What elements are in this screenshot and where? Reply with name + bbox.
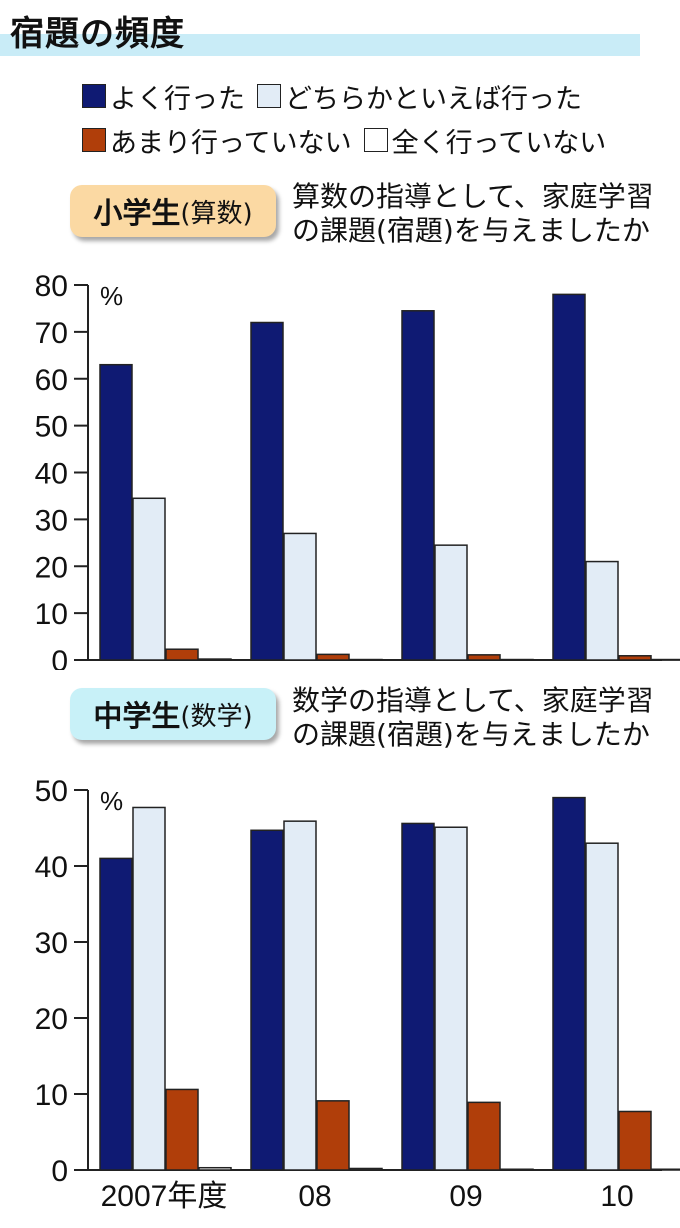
bar-rarely-1: [316, 653, 350, 661]
bar-rarely-1: [316, 1100, 350, 1171]
y-unit-label: %: [100, 786, 123, 816]
bar-never-1: [349, 658, 383, 661]
y-unit-label: %: [100, 281, 123, 311]
y-tick-label: 10: [35, 598, 68, 631]
bar-somewhat-2: [434, 826, 468, 1171]
junior-high-question-line-1: 数学の指導として、家庭学習: [292, 684, 654, 717]
junior-high-bar-chart: 0 10 20 30 40 50 % 2007年度 08 09 10: [35, 775, 680, 1213]
y-tick-label: 60: [35, 364, 68, 397]
y-tick-label: 10: [35, 1079, 68, 1112]
elementary-pill-sub: (算数): [180, 198, 253, 229]
bar-somewhat-2: [434, 544, 468, 661]
x-category-label: 08: [298, 1180, 331, 1213]
elementary-pill: 小学生 (算数): [70, 185, 276, 237]
x-category-label: 2007年度: [101, 1180, 228, 1213]
legend-swatch-somewhat: [257, 84, 281, 108]
bar-somewhat-0: [132, 497, 166, 661]
bar-somewhat-3: [585, 842, 619, 1171]
junior-high-pill-sub: (数学): [180, 701, 253, 732]
page-title: 宿題の頻度: [10, 14, 185, 54]
bar-rarely-0: [165, 648, 199, 661]
y-tick-label: 20: [35, 1003, 68, 1036]
bar-often-1: [250, 829, 284, 1171]
junior-high-pill-main: 中学生: [93, 699, 181, 733]
elementary-question-line-2: の課題(宿題)を与えましたか: [292, 214, 650, 247]
y-tick-label: 0: [51, 645, 68, 670]
y-tick-label: 40: [35, 851, 68, 884]
bar-rarely-3: [618, 655, 652, 661]
bar-often-1: [250, 321, 284, 661]
y-tick-label: 50: [35, 411, 68, 444]
y-tick-label: 0: [51, 1155, 68, 1188]
junior-high-pill: 中学生 (数学): [70, 688, 276, 740]
bar-never-2: [500, 658, 534, 661]
bar-somewhat-3: [585, 560, 619, 661]
title-band: [0, 34, 640, 56]
legend-row-1: よく行った どちらかといえば行った: [82, 74, 672, 118]
bar-never-0: [198, 658, 232, 661]
legend-swatch-often: [82, 84, 106, 108]
bar-often-3: [552, 293, 586, 661]
legend-label-somewhat: どちらかといえば行った: [285, 83, 582, 115]
elementary-question: 算数の指導として、家庭学習 の課題(宿題)を与えましたか: [292, 180, 677, 248]
y-tick-label: 70: [35, 317, 68, 350]
bar-never-3: [651, 658, 680, 661]
legend-label-rarely: あまり行っていない: [110, 127, 352, 159]
y-tick-label: 80: [35, 270, 68, 303]
legend-row-2: あまり行っていない 全く行っていない: [82, 118, 672, 162]
legend-item-rarely: あまり行っていない: [82, 121, 352, 160]
legend-label-often: よく行った: [110, 83, 245, 115]
elementary-bar-chart: 0 10 20 30 40 50 60 70 80%: [35, 270, 680, 670]
legend-label-never: 全く行っていない: [391, 127, 607, 159]
y-tick-label: 30: [35, 504, 68, 537]
bar-rarely-2: [467, 654, 501, 661]
legend-swatch-rarely: [82, 128, 106, 152]
x-category-label: 10: [600, 1180, 633, 1213]
bar-never-1: [349, 1167, 383, 1171]
y-tick-label: 20: [35, 551, 68, 584]
bar-never-3: [651, 1168, 680, 1171]
y-tick-label: 40: [35, 458, 68, 491]
bar-rarely-2: [467, 1101, 501, 1171]
legend-item-never: 全く行っていない: [363, 121, 607, 160]
junior-high-question-line-2: の課題(宿題)を与えましたか: [292, 718, 650, 751]
x-category-label: 09: [449, 1180, 482, 1213]
bar-never-2: [500, 1168, 534, 1171]
legend-item-somewhat: どちらかといえば行った: [257, 77, 582, 116]
bar-rarely-3: [618, 1110, 652, 1171]
bar-often-0: [99, 363, 133, 661]
bar-often-3: [552, 796, 586, 1171]
legend-item-often: よく行った: [82, 77, 245, 116]
y-tick-label: 50: [35, 775, 68, 808]
elementary-question-line-1: 算数の指導として、家庭学習: [292, 180, 654, 213]
legend: よく行った どちらかといえば行った あまり行っていない 全く行っていない: [82, 74, 672, 162]
bar-somewhat-1: [283, 532, 317, 661]
legend-swatch-never: [363, 128, 388, 152]
bar-often-2: [401, 822, 435, 1171]
bar-somewhat-1: [283, 820, 317, 1171]
junior-high-question: 数学の指導として、家庭学習 の課題(宿題)を与えましたか: [292, 684, 677, 752]
bar-never-0: [198, 1166, 232, 1171]
elementary-pill-main: 小学生: [93, 196, 181, 230]
bar-often-0: [99, 857, 133, 1171]
bar-somewhat-0: [132, 806, 166, 1171]
y-tick-label: 30: [35, 927, 68, 960]
bar-often-2: [401, 310, 435, 661]
bar-rarely-0: [165, 1088, 199, 1171]
